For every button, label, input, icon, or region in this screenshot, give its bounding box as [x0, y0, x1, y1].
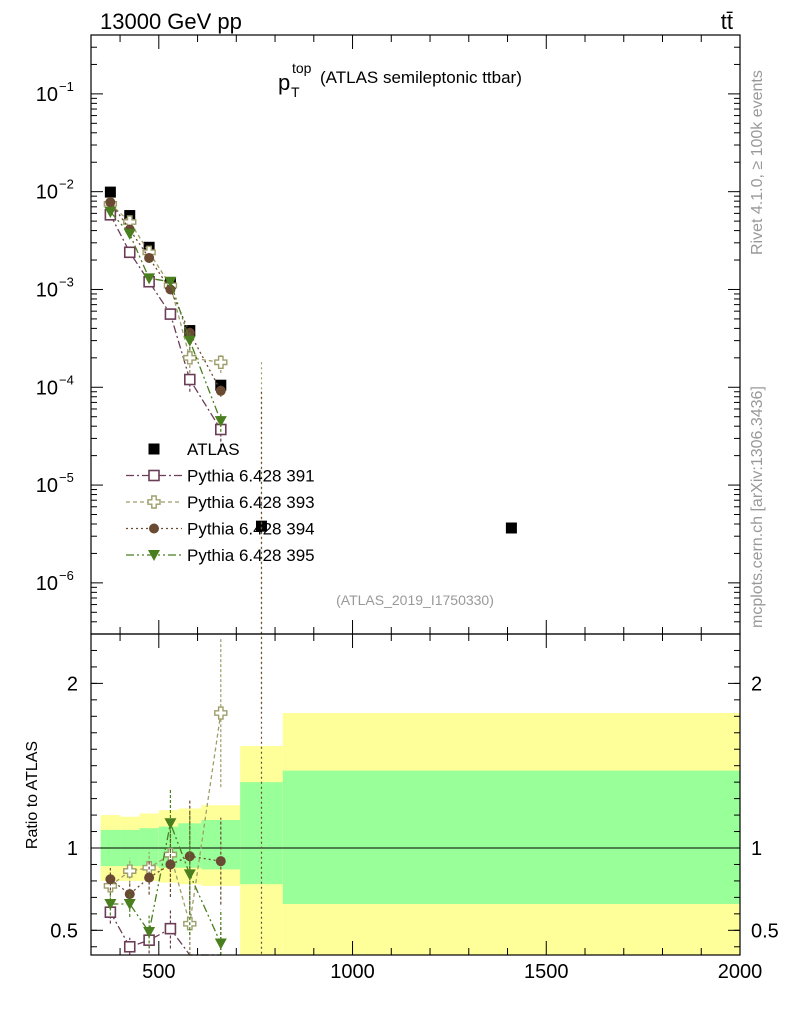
series-2-point-0: [105, 197, 116, 208]
series-line-0: [109, 214, 222, 430]
xtick-label-0: 500: [142, 961, 175, 983]
ratio-3-point-2: [143, 926, 156, 938]
ratio-line-1: [109, 712, 222, 924]
series-0-point-4: [184, 373, 196, 386]
atlas-point-6: [255, 520, 267, 532]
legend-entry-2: Pythia 6.428 393: [126, 493, 315, 512]
legend-entry-4: Pythia 6.428 395: [126, 546, 315, 565]
legend-entry-0: ATLAS: [148, 440, 240, 459]
upper-ytick-exp-1: −2: [59, 177, 74, 192]
series-2-point-2: [144, 252, 155, 263]
legend-marker-2: [147, 495, 161, 509]
upper-ytick-label-1: 10: [36, 182, 58, 204]
atlas-point-0: [104, 186, 116, 198]
series-3-point-1: [123, 228, 136, 240]
upper-ytick-label-4: 10: [36, 475, 58, 497]
ratio-3-point-3: [164, 818, 177, 830]
green-band-2: [139, 828, 159, 867]
title-p: p: [278, 70, 290, 95]
lower-frame: [90, 633, 741, 956]
upper-ytick-exp-2: −3: [59, 274, 74, 289]
legend-marker-1: [148, 469, 160, 482]
upper-ytick-exp-5: −6: [59, 568, 74, 583]
title-sub: T: [291, 84, 300, 100]
series-3-point-4: [183, 335, 196, 347]
energy-label: 13000 GeV pp: [100, 9, 242, 34]
legend: ATLAS Pythia 6.428 391 Pythia 6.428 393 Pyt…: [126, 440, 315, 565]
title-rest: (ATLAS semileptonic ttbar): [320, 68, 522, 87]
legend-marker-3: [149, 523, 159, 534]
legend-entry-3: Pythia 6.428 394: [126, 520, 315, 539]
ratio-ylabel: Ratio to ATLAS: [24, 741, 41, 849]
xtick-label-3: 2000: [718, 961, 763, 983]
xtick-label-1: 1000: [330, 961, 375, 983]
series-2-point-5: [215, 385, 226, 396]
plot-title: p T top (ATLAS semileptonic ttbar): [278, 60, 522, 100]
legend-label-4: Pythia 6.428 395: [187, 546, 315, 565]
upper-ytick-exp-0: −1: [59, 79, 74, 94]
legend-marker-4: [148, 550, 160, 561]
rivet-label: Rivet 4.1.0, ≥ 100k events: [749, 70, 766, 255]
lower-ytick-label-left-0: 0.5: [50, 920, 78, 942]
upper-ytick-label-3: 10: [36, 377, 58, 399]
lower-ytick-label-left-1: 1: [67, 838, 78, 860]
legend-label-1: Pythia 6.428 391: [187, 467, 315, 486]
upper-panel: 10−110−210−310−410−510−6: [36, 34, 741, 635]
legend-label-0: ATLAS: [187, 440, 240, 459]
lower-ytick-label-left-2: 2: [67, 673, 78, 695]
analysis-id: (ATLAS_2019_I1750330): [336, 592, 494, 608]
ratio-3-point-4: [183, 869, 196, 881]
ratio-1-point-5: [214, 706, 228, 720]
panel-frames: [90, 34, 741, 956]
series-0: [104, 209, 227, 956]
upper-ytick-label-0: 10: [36, 84, 58, 106]
legend-label-2: Pythia 6.428 393: [187, 493, 315, 512]
lower-panel: 0.5 0.5 1 1 2 2 500 1000 1500 2000: [50, 634, 779, 983]
lower-ytick-label-right-0: 0.5: [751, 920, 779, 942]
ratio-0-point-3: [164, 922, 177, 935]
series-3: [104, 206, 227, 955]
ratio-2-point-0: [105, 874, 116, 885]
series-3-point-3: [164, 276, 177, 288]
ratio-3-point-1: [123, 898, 136, 910]
ratio-2-point-4: [184, 851, 195, 862]
ratio-2-point-2: [144, 872, 155, 883]
xtick-label-2: 1500: [524, 961, 569, 983]
series-0-point-3: [164, 308, 177, 320]
series-layer: [103, 186, 517, 956]
upper-ytick-exp-3: −4: [59, 372, 74, 387]
series-line-2: [109, 201, 222, 392]
series-3-point-2: [143, 273, 156, 285]
atlas-point-5: [215, 379, 227, 391]
ratio-uncertainty-bands: [100, 713, 740, 955]
legend-label-3: Pythia 6.428 394: [187, 520, 315, 539]
ratio-0-point-1: [123, 940, 136, 953]
ratio-3-point-5: [214, 938, 227, 950]
series-1-point-5: [214, 355, 228, 370]
upper-ytick-label-5: 10: [36, 573, 58, 595]
legend-entry-1: Pythia 6.428 391: [126, 467, 315, 486]
green-band-7: [282, 770, 740, 904]
process-label: tt̄: [721, 9, 733, 34]
ratio-2-point-5: [215, 856, 226, 867]
atlas-point-7: [505, 522, 517, 534]
series-3-point-5: [214, 416, 227, 428]
ratio-3-point-0: [104, 898, 117, 910]
lower-ytick-label-right-1: 1: [751, 838, 762, 860]
ratio-2-point-3: [165, 859, 176, 870]
series-0-point-1: [123, 246, 136, 259]
upper-ytick-label-2: 10: [36, 279, 58, 301]
ratio-1-point-1: [123, 864, 137, 878]
lower-ytick-label-right-2: 2: [751, 673, 762, 695]
title-sup: top: [292, 60, 312, 76]
mcplots-label: mcplots.cern.ch [arXiv:1306.3436]: [749, 386, 766, 628]
series-1-point-4: [183, 351, 197, 365]
upper-ytick-exp-4: −5: [59, 470, 74, 485]
legend-marker-0: [148, 443, 160, 455]
series-2-point-3: [165, 284, 176, 295]
series-3-point-0: [104, 206, 117, 218]
